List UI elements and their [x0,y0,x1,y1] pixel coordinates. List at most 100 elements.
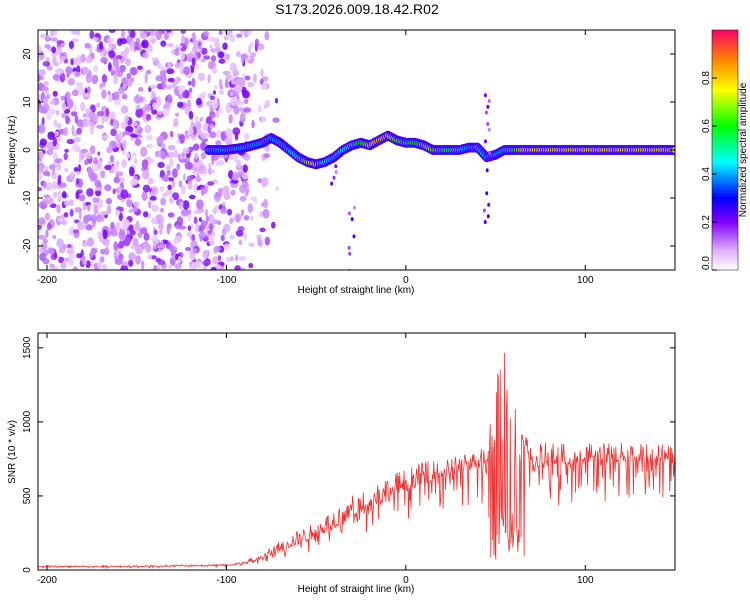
noise-speck [235,51,241,58]
noise-speck [186,162,193,170]
noise-speck [203,55,211,60]
noise-speck [38,107,47,114]
noise-speck [204,209,209,217]
y-tick-label: -10 [22,190,33,205]
noise-speck [41,86,49,92]
streak-speck [334,164,338,169]
noise-speck [227,208,233,216]
noise-speck [118,212,124,222]
noise-speck [177,153,182,160]
noise-speck [217,160,225,166]
noise-speck [57,190,62,200]
noise-speck [226,256,232,263]
noise-speck [222,201,226,207]
noise-speck [197,72,206,81]
noise-speck [210,266,217,270]
noise-speck [102,49,108,56]
noise-speck [94,33,101,38]
noise-speck [125,125,134,133]
noise-speck [38,82,43,92]
noise-speck [102,229,108,240]
noise-speck [197,52,201,59]
noise-speck [141,39,149,49]
noise-speck [46,65,53,71]
streak-speck [483,220,487,224]
noise-speck [63,152,68,161]
noise-speck [236,214,240,224]
noise-speck [153,264,158,270]
noise-speck [157,259,166,266]
noise-speck [191,77,196,88]
noise-speck [191,133,197,141]
streak-speck [483,93,487,98]
noise-speck [67,101,72,111]
noise-speck [260,84,268,90]
noise-speck [134,157,138,165]
noise-speck [111,66,116,72]
y-tick-label: 1000 [22,410,33,433]
noise-speck [224,78,229,89]
noise-speck [39,51,45,60]
snr-frame [37,332,676,571]
noise-speck [56,204,61,214]
noise-speck [52,180,58,190]
noise-speck [116,54,123,60]
noise-speck [160,239,164,249]
colorbar-ticks: 0.0 0.2 0.4 0.6 0.8 [701,71,717,271]
noise-speck [78,221,87,230]
noise-speck [54,158,63,164]
noise-speck [38,217,46,225]
noise-speck [84,42,91,49]
noise-speck [240,30,244,35]
noise-speck [257,237,262,247]
noise-speck [239,113,246,123]
noise-speck [72,266,79,270]
noise-speck [188,209,192,216]
noise-speck [41,117,45,126]
noise-speck [57,174,62,182]
noise-speck [143,103,152,113]
noise-speck [251,119,255,129]
noise-speck [243,215,250,221]
noise-speck [129,166,135,177]
noise-speck [217,255,222,262]
noise-speck [180,51,185,61]
noise-speck [134,138,142,146]
noise-speck [257,105,262,113]
noise-speck [63,212,69,218]
figure-title: S173.2026.009.18.42.R02 [275,1,439,17]
noise-speck [120,105,129,114]
noise-speck [129,30,136,39]
streak-speck [347,245,351,250]
noise-speck [187,214,192,222]
colorbar-tick-label: 0.8 [701,71,712,85]
noise-speck [124,219,130,229]
noise-speck [215,191,223,197]
noise-speck [92,197,100,204]
noise-speck [191,234,196,242]
noise-speck [203,220,209,225]
noise-speck [38,186,43,192]
noise-speck [250,215,254,221]
noise-speck [96,124,104,129]
noise-speck [121,139,127,150]
snr-series-line [38,352,675,570]
noise-speck [232,127,241,136]
noise-speck [72,229,80,234]
noise-speck [207,233,213,239]
noise-speck [187,225,191,231]
noise-speck [166,170,171,176]
noise-speck [145,144,153,149]
noise-speck [67,246,75,256]
noise-speck [229,234,235,240]
noise-speckle-layer [38,30,280,270]
noise-speck [158,223,164,230]
noise-speck [53,251,58,259]
noise-speck [171,180,176,189]
noise-speck [162,174,170,182]
noise-speck [207,181,215,186]
noise-speck [234,132,239,141]
noise-speck [157,110,163,115]
noise-speck [118,253,124,260]
noise-speck [139,32,148,39]
